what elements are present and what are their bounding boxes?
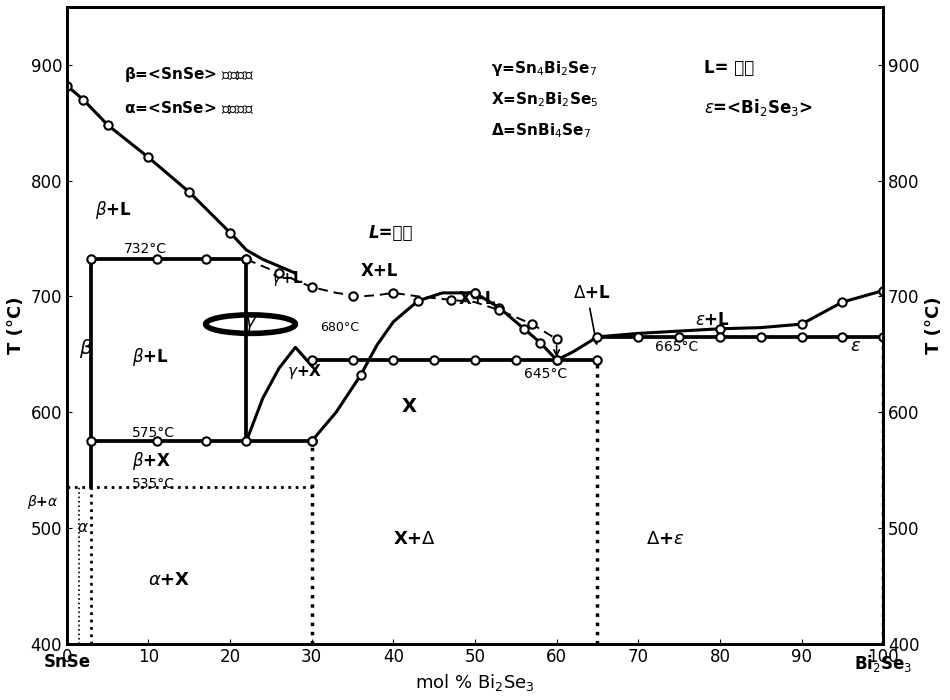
Text: $\mathbf{\beta}$=<SnSe> 高温形式: $\mathbf{\beta}$=<SnSe> 高温形式 xyxy=(124,64,255,83)
Text: SnSe: SnSe xyxy=(44,653,90,671)
Text: $\alpha$+X: $\alpha$+X xyxy=(148,571,191,589)
Text: $\beta$+L: $\beta$+L xyxy=(95,199,132,220)
Text: $\varepsilon$+L: $\varepsilon$+L xyxy=(695,311,731,328)
X-axis label: mol % Bi$_2$Se$_3$: mol % Bi$_2$Se$_3$ xyxy=(415,672,535,693)
Text: X+L: X+L xyxy=(459,290,496,308)
Text: $\mathbf{\alpha}$=<SnSe> 低温形式: $\mathbf{\alpha}$=<SnSe> 低温形式 xyxy=(124,99,254,116)
Text: $\varepsilon$=<Bi$_2$Se$_3$>: $\varepsilon$=<Bi$_2$Se$_3$> xyxy=(704,97,812,118)
Y-axis label: T (°C): T (°C) xyxy=(7,297,25,354)
Text: $\gamma$+L: $\gamma$+L xyxy=(271,270,304,288)
Text: X+$\Delta$: X+$\Delta$ xyxy=(393,531,436,549)
Text: $\Delta$+L: $\Delta$+L xyxy=(573,284,611,302)
Text: X=Sn$_2$Bi$_2$Se$_5$: X=Sn$_2$Bi$_2$Se$_5$ xyxy=(491,90,598,109)
Text: 535°C: 535°C xyxy=(132,477,175,491)
Text: X+L: X+L xyxy=(361,262,398,280)
Text: 575°C: 575°C xyxy=(132,426,175,440)
Text: $\varepsilon$: $\varepsilon$ xyxy=(850,337,862,355)
Text: $\gamma$: $\gamma$ xyxy=(244,315,257,333)
Text: $\gamma$+X: $\gamma$+X xyxy=(287,362,322,381)
Text: L= 液体: L= 液体 xyxy=(704,60,753,77)
Y-axis label: T (°C): T (°C) xyxy=(925,297,943,354)
Text: $\beta$: $\beta$ xyxy=(79,337,93,360)
Text: 732°C: 732°C xyxy=(124,242,167,256)
Text: $\alpha$: $\alpha$ xyxy=(78,520,89,536)
Text: Bi$_2$Se$_3$: Bi$_2$Se$_3$ xyxy=(854,653,912,674)
Text: $\mathbf{\Delta}$=SnBi$_4$Se$_7$: $\mathbf{\Delta}$=SnBi$_4$Se$_7$ xyxy=(491,122,591,140)
Text: $\beta$+L: $\beta$+L xyxy=(132,346,169,368)
Text: $\beta$+X: $\beta$+X xyxy=(132,449,171,472)
Text: 665°C: 665°C xyxy=(655,340,698,354)
Text: $\Delta$+$\varepsilon$: $\Delta$+$\varepsilon$ xyxy=(646,531,685,549)
Text: $\beta$+$\alpha$: $\beta$+$\alpha$ xyxy=(28,494,59,512)
Text: $\mathbf{\gamma}$=Sn$_4$Bi$_2$Se$_7$: $\mathbf{\gamma}$=Sn$_4$Bi$_2$Se$_7$ xyxy=(491,59,598,78)
Text: L=液体: L=液体 xyxy=(369,224,413,241)
Text: X: X xyxy=(402,397,416,416)
Text: 645°C: 645°C xyxy=(524,367,567,381)
Text: 680°C: 680°C xyxy=(320,321,359,334)
